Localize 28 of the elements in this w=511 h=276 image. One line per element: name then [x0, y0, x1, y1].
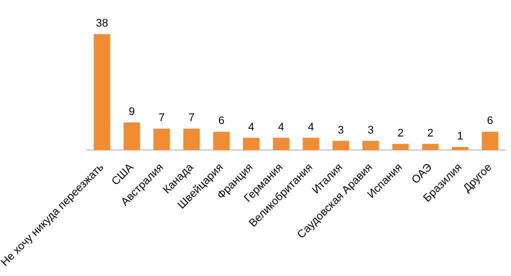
data-label: 4: [278, 121, 284, 134]
data-label: 7: [188, 112, 195, 124]
bar: [302, 138, 320, 150]
data-label: 2: [427, 127, 434, 140]
data-label: 38: [96, 18, 108, 30]
bar: [332, 140, 350, 150]
data-label: 3: [338, 124, 344, 136]
bar: [272, 138, 290, 150]
data-label: 9: [128, 106, 135, 118]
bar: [243, 138, 260, 150]
bar: [422, 144, 439, 150]
data-label: 3: [368, 124, 374, 136]
bar: [392, 144, 409, 150]
bar: [362, 140, 379, 150]
data-label: 7: [158, 112, 165, 124]
bar: [482, 132, 498, 150]
bar: [124, 122, 140, 150]
bar: [183, 128, 200, 150]
data-label: 4: [308, 121, 314, 134]
data-label: 1: [457, 130, 464, 142]
bar: [452, 146, 468, 150]
bar: [94, 34, 110, 150]
data-label: 4: [248, 121, 254, 134]
data-label: 6: [218, 115, 224, 128]
data-label: 2: [397, 127, 404, 140]
bar: [213, 132, 230, 150]
bar: [153, 128, 170, 150]
data-label: 6: [487, 115, 494, 128]
